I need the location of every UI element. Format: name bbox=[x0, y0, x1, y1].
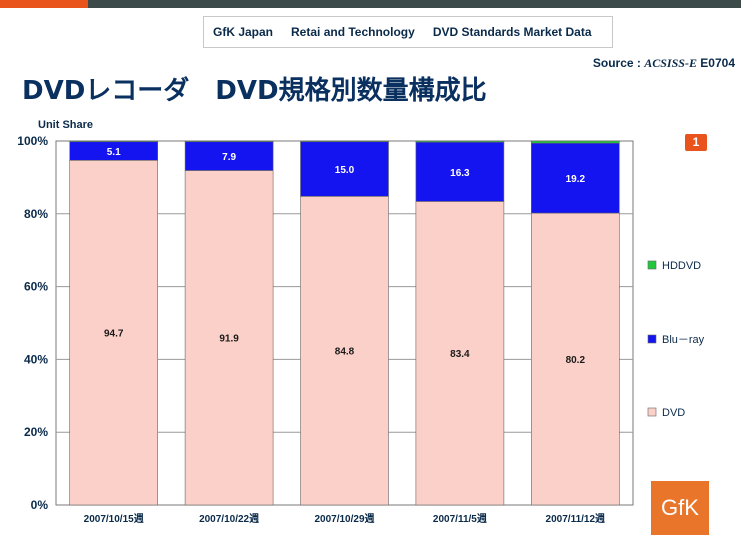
source-line: Source : ACSISS-E E0704 bbox=[560, 56, 735, 71]
data-label: 19.2 bbox=[566, 174, 586, 185]
legend-swatch bbox=[647, 334, 657, 344]
data-label: 7.9 bbox=[222, 152, 236, 163]
y-tick-label: 80% bbox=[24, 207, 48, 221]
bar-hddvd bbox=[415, 140, 505, 143]
legend-label: DVD bbox=[662, 407, 685, 419]
data-label: 16.3 bbox=[450, 168, 470, 179]
legend-swatch bbox=[647, 260, 657, 270]
y-tick-label: 0% bbox=[31, 498, 49, 512]
data-label: 15.0 bbox=[335, 165, 355, 176]
x-tick-label: 2007/11/5週 bbox=[433, 513, 487, 525]
header-report: DVD Standards Market Data bbox=[432, 25, 592, 39]
header-org: GfK Japan bbox=[213, 25, 274, 39]
bar-bluray bbox=[300, 141, 389, 197]
header-division: Retai and Technology bbox=[291, 25, 415, 39]
data-label: 84.8 bbox=[335, 347, 355, 358]
legend-swatch bbox=[647, 407, 657, 417]
bar-hddvd bbox=[69, 140, 158, 143]
bar-bluray bbox=[184, 141, 274, 171]
bar-hddvd bbox=[530, 140, 620, 144]
bar-dvd bbox=[415, 201, 505, 506]
page-number-badge: 1 bbox=[685, 134, 707, 151]
gfk-logo: GfK bbox=[651, 481, 709, 535]
bar-hddvd bbox=[184, 140, 274, 143]
bar-dvd bbox=[69, 159, 158, 506]
bar-dvd bbox=[184, 170, 274, 506]
report-header: GfK Japan Retai and Technology DVD Stand… bbox=[203, 16, 613, 48]
page-title: DVDレコーダ DVD規格別数量構成比 bbox=[22, 76, 487, 106]
data-label: 5.1 bbox=[107, 147, 121, 158]
y-axis-label: Unit Share bbox=[38, 119, 93, 131]
bar-bluray bbox=[415, 141, 505, 202]
top-accent-dark bbox=[88, 0, 741, 8]
bar-dvd bbox=[300, 196, 389, 506]
y-tick-label: 100% bbox=[17, 134, 48, 148]
top-accent-bar bbox=[0, 0, 741, 12]
y-tick-label: 40% bbox=[24, 352, 48, 366]
bar-dvd bbox=[530, 212, 620, 506]
legend-label: HDDVD bbox=[662, 260, 701, 272]
legend-label: Blu－ray bbox=[662, 334, 705, 346]
data-label: 80.2 bbox=[566, 355, 586, 366]
data-label: 83.4 bbox=[450, 349, 470, 360]
top-accent-orange bbox=[0, 0, 88, 8]
bar-bluray bbox=[530, 142, 620, 214]
y-tick-label: 20% bbox=[24, 425, 48, 439]
y-tick-label: 60% bbox=[24, 280, 48, 294]
x-tick-label: 2007/10/15週 bbox=[84, 513, 144, 525]
source-code: ACSISS-E bbox=[644, 56, 697, 70]
data-label: 94.7 bbox=[104, 329, 124, 340]
x-tick-label: 2007/10/22週 bbox=[199, 513, 259, 525]
x-tick-label: 2007/11/12週 bbox=[546, 513, 606, 525]
x-tick-label: 2007/10/29週 bbox=[314, 513, 374, 525]
data-label: 91.9 bbox=[219, 334, 239, 345]
source-id: E0704 bbox=[700, 56, 735, 70]
source-label: Source : bbox=[592, 56, 641, 70]
bar-hddvd bbox=[300, 140, 389, 143]
